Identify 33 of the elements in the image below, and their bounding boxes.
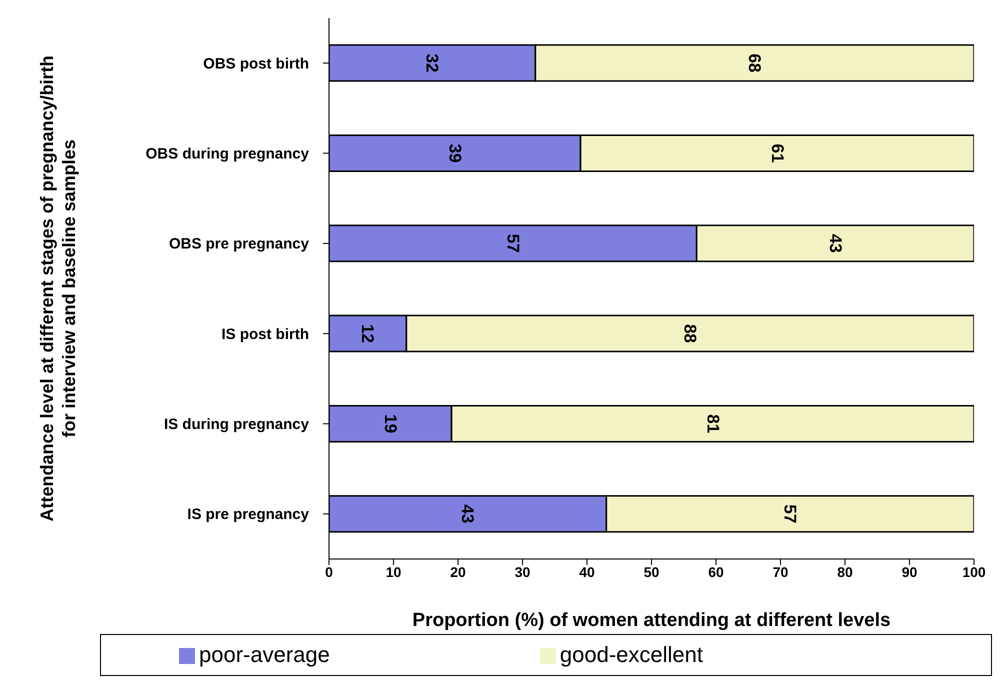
data-label: 19 (380, 414, 400, 434)
y-tick-label: IS post birth (222, 326, 309, 343)
data-label: 43 (826, 234, 845, 253)
y-tick-label: OBS during pregnancy (146, 146, 310, 163)
legend-label: good-excellent (560, 642, 703, 667)
data-label: 43 (458, 504, 478, 524)
x-axis-title: Proportion (%) of women attending at different levels (412, 610, 891, 631)
data-label: 32 (422, 54, 442, 73)
x-tick-label: 40 (579, 564, 595, 580)
y-tick-label: IS during pregnancy (164, 416, 310, 434)
data-label: 57 (780, 504, 800, 524)
x-tick-label: 10 (386, 564, 402, 580)
data-label: 81 (703, 414, 722, 434)
x-tick-label: 90 (902, 564, 918, 580)
y-axis-title: Attendance level at different stages of pregnancy/birth for interview and baseline samples (37, 55, 79, 522)
x-tick-label: 30 (514, 564, 530, 580)
y-tick-label: OBS post birth (203, 55, 309, 72)
x-tick-label: 80 (837, 564, 853, 580)
x-tick-label: 70 (772, 564, 788, 580)
x-tick-label: 100 (962, 564, 986, 580)
x-tick-label: 60 (708, 564, 724, 580)
data-label: 39 (445, 144, 464, 163)
x-tick-label: 20 (450, 564, 466, 580)
data-label: 68 (745, 54, 764, 73)
x-tick-label: 0 (325, 564, 334, 580)
legend-label: poor-average (199, 642, 330, 667)
x-tick-label: 50 (644, 564, 660, 580)
data-label: 88 (680, 324, 700, 344)
y-tick-label: IS pre pregnancy (187, 506, 310, 524)
y-tick-label: OBS pre pregnancy (168, 236, 310, 253)
data-label: 12 (358, 324, 378, 344)
data-label: 57 (503, 234, 522, 253)
data-label: 61 (768, 144, 787, 163)
